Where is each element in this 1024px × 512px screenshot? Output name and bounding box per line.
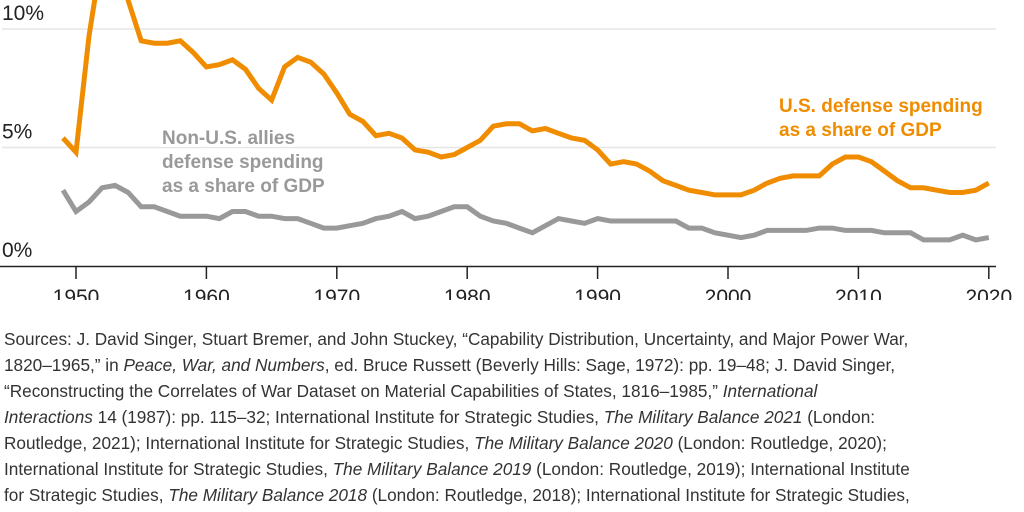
allies-series-line bbox=[60, 182, 990, 243]
source-text: International Institute for Strategic St… bbox=[4, 459, 333, 479]
x-axis-ticks: 1950 1960 1970 1980 1990 2000 2010 2020 bbox=[53, 267, 1012, 300]
line-chart: 0% 5% 10% 1950 1960 1970 1980 1990 2000 2010 2020… bbox=[0, 0, 1012, 300]
x-tick-label: 1990 bbox=[574, 286, 621, 300]
source-title: The Military Balance 2021 bbox=[603, 407, 803, 427]
x-tick-label: 2010 bbox=[835, 286, 882, 300]
x-tick-label: 1970 bbox=[313, 286, 360, 300]
sources-note: Sources: J. David Singer, Stuart Bremer,… bbox=[4, 326, 1024, 508]
source-text: Routledge, 2021); International Institut… bbox=[4, 433, 475, 453]
source-line: 1820–1965,” in Peace, War, and Numbers, … bbox=[4, 352, 1024, 378]
source-text: “Reconstructing the Correlates of War Da… bbox=[4, 381, 723, 401]
x-tick-label: 1960 bbox=[183, 286, 230, 300]
series-label: U.S. defense spending bbox=[779, 96, 983, 117]
y-tick-label: 10% bbox=[2, 2, 44, 25]
series-label: as a share of GDP bbox=[162, 176, 325, 197]
x-tick-label: 1980 bbox=[444, 286, 491, 300]
series-label: defense spending bbox=[162, 152, 324, 173]
source-line: Interactions 14 (1987): pp. 115–32; Inte… bbox=[4, 404, 1024, 430]
source-text: (London: bbox=[802, 407, 876, 427]
series-label: Non-U.S. allies bbox=[162, 128, 295, 149]
source-text: (London: Routledge, 2018); International… bbox=[367, 485, 910, 505]
source-text: for Strategic Studies, bbox=[4, 485, 169, 505]
source-text: , ed. Bruce Russett (Beverly Hills: Sage… bbox=[324, 355, 896, 375]
source-line: International Institute for Strategic St… bbox=[4, 456, 1024, 482]
source-text: 1820–1965,” in bbox=[4, 355, 124, 375]
us-series-line bbox=[61, 0, 990, 198]
y-tick-label: 5% bbox=[2, 121, 32, 144]
series-labels: U.S. defense spending as a share of GDP No… bbox=[159, 96, 983, 200]
source-text: 14 (1987): pp. 115–32; International Ins… bbox=[92, 407, 604, 427]
series-label: as a share of GDP bbox=[779, 120, 942, 141]
y-axis-labels: 0% 5% 10% bbox=[2, 2, 44, 262]
source-title: International bbox=[722, 381, 818, 401]
y-tick-label: 0% bbox=[2, 239, 32, 262]
gridlines bbox=[2, 28, 996, 149]
source-line: “Reconstructing the Correlates of War Da… bbox=[4, 378, 1024, 404]
x-tick-label: 2000 bbox=[705, 286, 752, 300]
source-text: (London: Routledge, 2020); bbox=[672, 433, 887, 453]
source-line: Sources: J. David Singer, Stuart Bremer,… bbox=[4, 326, 1024, 352]
source-title: The Military Balance 2020 bbox=[474, 433, 673, 453]
source-text: Sources: J. David Singer, Stuart Bremer,… bbox=[4, 329, 909, 349]
source-line: Routledge, 2021); International Institut… bbox=[4, 430, 1024, 456]
source-title: The Military Balance 2019 bbox=[332, 459, 532, 479]
x-tick-label: 1950 bbox=[53, 286, 100, 300]
series-lines bbox=[60, 0, 990, 243]
source-text: (London: Routledge, 2019); International… bbox=[531, 459, 910, 479]
source-title: Peace, War, and Numbers bbox=[123, 355, 325, 375]
source-title: The Military Balance 2018 bbox=[168, 485, 368, 505]
source-line: for Strategic Studies, The Military Bala… bbox=[4, 482, 1024, 508]
x-tick-label: 2020 bbox=[965, 286, 1012, 300]
source-title: Interactions bbox=[4, 407, 93, 427]
